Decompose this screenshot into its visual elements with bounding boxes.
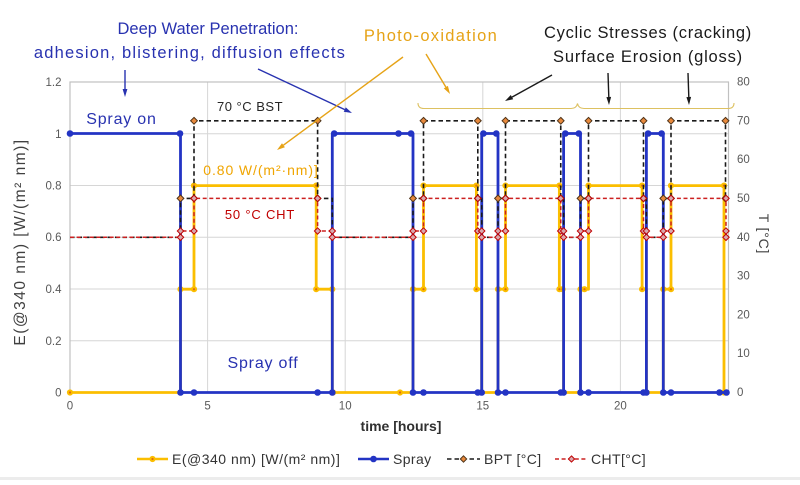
svg-text:Photo-oxidation: Photo-oxidation	[364, 27, 498, 45]
svg-text:0: 0	[67, 401, 73, 413]
svg-text:E(@340 nm) [W/(m² nm)]: E(@340 nm) [W/(m² nm)]	[12, 138, 29, 345]
svg-text:5: 5	[204, 401, 210, 413]
svg-text:E(@340 nm) [W/(m² nm)]: E(@340 nm) [W/(m² nm)]	[172, 451, 340, 467]
svg-text:80: 80	[737, 77, 750, 89]
svg-text:Deep Water Penetration:: Deep Water Penetration:	[118, 20, 299, 38]
svg-text:BPT [°C]: BPT [°C]	[484, 451, 542, 467]
svg-text:0.80 W/(m²·nm)]: 0.80 W/(m²·nm)]	[203, 162, 318, 178]
svg-text:adhesion, blistering, diffusio: adhesion, blistering, diffusion effects	[34, 44, 346, 62]
svg-text:Surface Erosion (gloss): Surface Erosion (gloss)	[553, 48, 743, 66]
svg-text:20: 20	[737, 309, 750, 321]
svg-text:0.2: 0.2	[46, 336, 62, 348]
svg-text:15: 15	[476, 401, 489, 413]
svg-text:10: 10	[737, 348, 750, 360]
svg-text:70: 70	[737, 115, 750, 127]
svg-text:1.2: 1.2	[46, 77, 62, 89]
svg-text:60: 60	[737, 154, 750, 166]
svg-text:time [hours]: time [hours]	[361, 418, 442, 434]
svg-text:Spray: Spray	[393, 451, 432, 467]
svg-text:40: 40	[737, 232, 750, 244]
svg-text:0.8: 0.8	[46, 181, 62, 193]
svg-text:20: 20	[614, 401, 627, 413]
svg-text:1: 1	[55, 129, 61, 141]
svg-text:0: 0	[737, 387, 743, 399]
svg-text:0.6: 0.6	[46, 232, 62, 244]
svg-text:T [°C]: T [°C]	[756, 214, 772, 254]
svg-text:Spray on: Spray on	[86, 111, 156, 128]
svg-text:CHT[°C]: CHT[°C]	[591, 451, 646, 467]
svg-text:10: 10	[339, 401, 352, 413]
svg-text:Cyclic Stresses (cracking): Cyclic Stresses (cracking)	[544, 24, 752, 42]
svg-text:70 °C BST: 70 °C BST	[217, 99, 283, 114]
svg-text:50 °C CHT: 50 °C CHT	[225, 207, 295, 222]
svg-text:Spray off: Spray off	[228, 355, 299, 372]
svg-text:0: 0	[55, 388, 61, 400]
svg-text:0.4: 0.4	[46, 284, 63, 296]
svg-text:50: 50	[737, 193, 750, 205]
svg-text:30: 30	[737, 271, 750, 283]
